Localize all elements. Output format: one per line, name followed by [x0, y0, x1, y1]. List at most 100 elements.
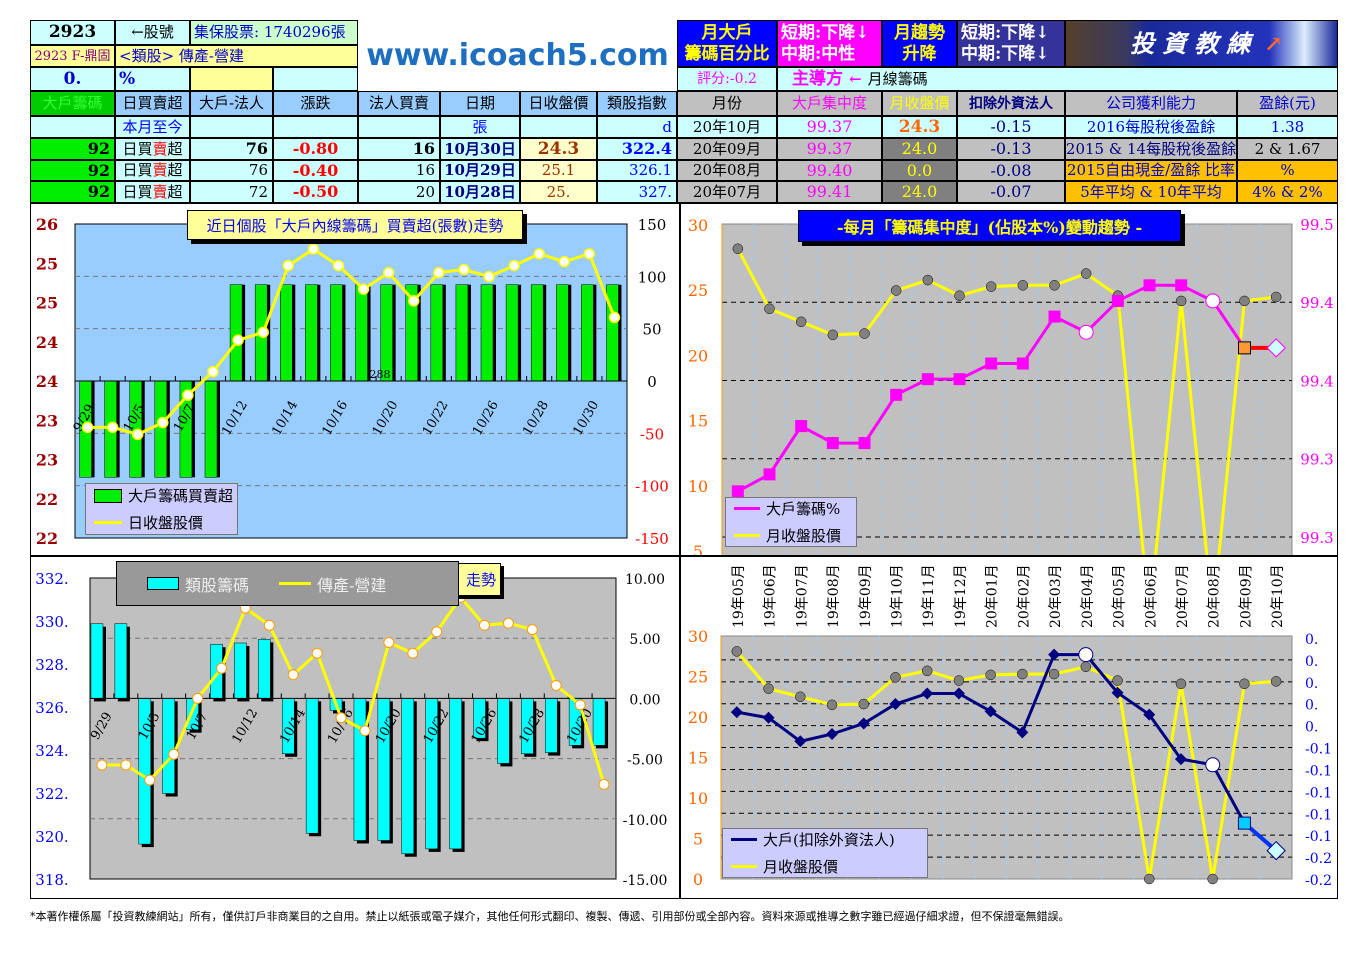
legend-item: 日收盤股價 [94, 512, 203, 533]
header-profitability: 公司獲利能力 [1065, 91, 1237, 116]
major-point [794, 735, 807, 748]
major-point [762, 711, 775, 724]
left-tick-label: 326. [35, 699, 68, 717]
mid-term-status: 中期:下降↓ [961, 43, 1050, 64]
x-tick-label: 20年08月 [1207, 564, 1223, 628]
header-sector-index-col: 類股指數 [597, 91, 677, 116]
right-tick-label: 0. [1305, 654, 1318, 670]
left-arrow-icon: ← [849, 69, 862, 88]
major-point [1111, 686, 1124, 699]
x-tick-label: 20年06月 [1143, 564, 1159, 628]
net-value: 76 [190, 138, 273, 160]
price-point [1270, 676, 1282, 687]
price-point [131, 428, 144, 441]
type-text: 超 [167, 161, 183, 179]
sector-index-point [383, 637, 395, 648]
chart-title: 近日個股「大戶內線籌碼」買賣超(張數)走勢 [187, 210, 523, 240]
type-text: 賣 [152, 182, 168, 201]
price-point [81, 421, 94, 434]
profit-label: 2015自由現金/盈餘 比率 [1065, 160, 1237, 181]
major-point [857, 717, 870, 730]
price-point [1017, 280, 1029, 291]
bar [592, 698, 606, 746]
sector-index-point [168, 748, 180, 760]
sector-index-point [120, 759, 132, 771]
daily-major-chart: 288 9/29 10/5 10/7 10/12 10/14 10/16 10/20 10/22… [30, 205, 680, 555]
header-major-minus-inst-col: 大戶-法人 [190, 91, 273, 116]
price-line [735, 650, 1277, 881]
bar [258, 639, 271, 699]
major-point [921, 687, 934, 700]
x-tick-label: 20年02月 [1016, 564, 1032, 628]
left-tick-label: 22 [36, 529, 58, 548]
legend-label: 月收盤股價 [763, 858, 839, 876]
sector-index-line [101, 595, 606, 785]
major-point [1238, 341, 1251, 355]
profit-label: 2015 & 14每股稅後盈餘 [1065, 138, 1237, 160]
price-point [1017, 668, 1028, 680]
right-tick-label: 5.00 [629, 632, 660, 648]
index-value: 326.1 [597, 160, 677, 181]
right-tick-label: -15.00 [623, 873, 668, 889]
bar [530, 284, 544, 382]
bar [330, 284, 343, 382]
website-link[interactable]: www.icoach5.com [366, 37, 669, 73]
date-value: 10月30日 [440, 138, 520, 160]
left-tick-label: 20 [688, 708, 708, 727]
net-value: 76 [190, 160, 273, 181]
x-tick-label: 20年01月 [985, 564, 1001, 628]
right-tick-label: -10.00 [623, 813, 668, 829]
major-trend-status: 短期:下降↓ 中期:中性 [777, 20, 882, 67]
price-point [1049, 280, 1060, 291]
legend-item: 大戶(扣除外資法人) [731, 829, 895, 850]
right-tick-label: -150 [635, 530, 669, 548]
type-text: 日買 [122, 161, 153, 179]
divider [679, 203, 681, 899]
right-tick-label: -0.1 [1305, 807, 1332, 823]
right-tick-label: -0.1 [1305, 763, 1332, 779]
price-point [458, 263, 470, 276]
price-point [954, 290, 965, 301]
chart-legend: 大戶籌碼% 月收盤股價 [725, 497, 857, 547]
price-point [795, 691, 806, 702]
sector-index-point [287, 669, 299, 681]
price-point [922, 274, 934, 286]
price-point [583, 248, 596, 260]
profit-label: 5年平均 & 10年平均 [1065, 181, 1237, 203]
sector-link[interactable]: <類股> 傳產-營建 [115, 45, 358, 67]
charts-frame [30, 203, 1338, 899]
bar [353, 698, 367, 841]
price-point [1239, 678, 1250, 690]
sector-index-point [192, 692, 204, 704]
price-point [985, 281, 997, 292]
monthly-close-value: 24.0 [882, 181, 957, 203]
bar [234, 642, 247, 699]
legend-label: 大戶(扣除外資法人) [763, 831, 895, 849]
inst-value: 16 [358, 138, 440, 160]
price-point [826, 699, 838, 711]
legend-swatch-line [731, 865, 757, 868]
header-daily-close-col: 日收盤價 [520, 91, 597, 116]
major-point [1266, 338, 1286, 358]
x-tick-label: 19年07月 [794, 564, 810, 628]
major-point [1078, 647, 1094, 663]
price-point [827, 329, 839, 341]
major-holder-value: 92 [30, 160, 115, 181]
leader-row: 主導方 ← 月線籌碼 [777, 67, 1338, 91]
mid-term-status: 中期:中性 [781, 43, 856, 64]
legend-item: 月收盤股價 [731, 856, 838, 877]
major-point [1174, 753, 1187, 766]
left-tick-label: 330. [35, 613, 68, 631]
price-point [953, 675, 965, 686]
legend-label: 日收盤股價 [128, 514, 204, 532]
legend-label: 大戶籌碼買賣超 [128, 487, 234, 505]
sector-index-point [263, 619, 275, 631]
price-point [558, 255, 571, 268]
major-point [1016, 726, 1029, 739]
monthly-concentration-chart: 30 25 20 15 10 5 99.5 99.4 99.4 99.3 99.3 -每月「籌碼集中… [680, 205, 1338, 555]
subrow-daily-close-col [520, 116, 597, 138]
monthly-major-line2: 籌碼百分比 [684, 43, 770, 64]
inst-value: 16 [358, 160, 440, 181]
subrow-date-col: 張 [440, 116, 520, 138]
x-tick-label: 19年08月 [826, 564, 842, 628]
